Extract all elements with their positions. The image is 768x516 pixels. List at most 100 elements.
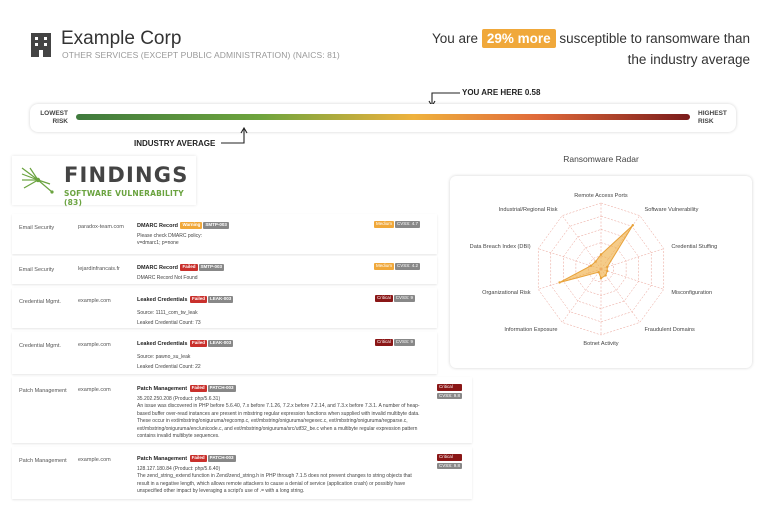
code-badge: PATCH-003 <box>207 385 236 392</box>
cvss-badge: CVSS: 4.7 <box>395 221 421 228</box>
finding-detail-line: Leaked Credential Count: 22 <box>137 364 201 370</box>
radar-title: Ransomware Radar <box>563 154 639 164</box>
finding-category: Credential Mgmt. <box>19 343 61 349</box>
headline-suffix: susceptible to ransomware than the indus… <box>559 31 750 67</box>
lowest-risk-label: LOWEST RISK <box>40 110 68 126</box>
finding-asset: example.com <box>78 457 111 463</box>
finding-asset: paradox-team.com <box>78 224 124 230</box>
cvss-badge: CVSS: 4.2 <box>395 263 421 270</box>
finding-row[interactable]: Email Security paradox-team.com DMARC Re… <box>12 214 437 254</box>
finding-row[interactable]: Patch Management example.com Patch Manag… <box>12 447 472 499</box>
finding-detail-line: DMARC Record Not Found <box>137 274 198 281</box>
finding-title: Leaked Credentials <box>137 341 188 347</box>
finding-category: Email Security <box>19 267 55 273</box>
finding-title: DMARC Record <box>137 265 178 271</box>
you-are-here-label: YOU ARE HERE 0.58 <box>462 88 541 97</box>
severity-badge: Critical <box>375 295 393 302</box>
lowest-label-line1: LOWEST <box>40 110 68 117</box>
finding-row[interactable]: Credential Mgmt. example.com Leaked Cred… <box>12 332 437 374</box>
finding-detail-line: Source: 1111_com_tw_leak <box>137 309 198 316</box>
code-badge: SMTP-003 <box>203 222 229 229</box>
radar-data-point[interactable] <box>597 271 600 274</box>
headline-prefix: You are <box>432 31 479 46</box>
up-arrow-icon <box>221 126 248 144</box>
code-badge: LEAK-003 <box>207 296 234 303</box>
radar-chart: Remote Access Ports Software Vulnerabilit… <box>470 193 718 347</box>
severity-badge: Medium <box>374 263 395 270</box>
network-vulnerability-icon <box>21 167 54 194</box>
radar-axis-label: Misconfiguration <box>671 290 712 296</box>
code-badge: PATCH-003 <box>207 455 236 462</box>
cvss-badge: CVSS: 9 <box>393 339 416 346</box>
radar-series-area <box>559 224 634 283</box>
cvss-badge: CVSS: 9 <box>393 295 416 302</box>
radar-data-point[interactable] <box>599 253 603 256</box>
finding-category: Patch Management <box>19 458 67 464</box>
susceptibility-headline: You are 29% more susceptible to ransomwa… <box>410 28 750 70</box>
radar-data-point[interactable] <box>606 269 609 273</box>
highest-label-line2: RISK <box>698 118 714 125</box>
finding-asset: lejardinfrancais.fr <box>78 266 120 272</box>
finding-detail-line: The zend_string_extend function in Zend/… <box>137 473 412 494</box>
finding-row[interactable]: Credential Mgmt. example.com Leaked Cred… <box>12 288 437 328</box>
status-badge: Failed <box>189 385 207 392</box>
finding-title: Leaked Credentials <box>137 297 188 303</box>
radar-axis-label: Remote Access Ports <box>574 193 628 199</box>
radar-axis-label: Software Vulnerability <box>644 207 698 213</box>
radar-data-point[interactable] <box>558 281 561 284</box>
industry-average-marker: INDUSTRY AVERAGE <box>134 126 274 148</box>
code-badge: SMTP-003 <box>198 264 225 271</box>
status-badge: Failed <box>180 264 198 271</box>
building-icon <box>31 33 51 57</box>
percent-badge: 29% more <box>481 29 556 48</box>
radar-data-point[interactable] <box>589 264 593 267</box>
radar-grid-ring <box>563 229 639 309</box>
severity-badge: Medium <box>374 221 395 228</box>
finding-asset: example.com <box>78 342 111 348</box>
severity-group: Critical CVSS: 9.8 <box>437 384 463 401</box>
status-badge: Failed <box>189 296 207 303</box>
finding-detail-line: 35.202.250.208 (Product: php/5.6.31) <box>137 395 221 402</box>
radar-axis-label: Credential Stuffing <box>671 244 717 250</box>
finding-detail: Leaked Credentials Failed LEAK-003 Source… <box>137 340 373 372</box>
findings-header: FINDINGS SOFTWARE VULNERABILITY (83) <box>12 156 196 207</box>
radar-spoke <box>562 268 602 323</box>
finding-category: Patch Management <box>19 388 67 394</box>
radar-data-point[interactable] <box>606 265 609 269</box>
radar-data-point[interactable] <box>599 277 603 280</box>
findings-title: FINDINGS <box>64 163 189 187</box>
severity-group: Critical CVSS: 9.8 <box>437 454 463 471</box>
severity-group: Medium CVSS: 4.7 <box>374 221 421 230</box>
radar-axis-label: Data Breach Index (DBI) <box>470 244 531 250</box>
highest-risk-label: HIGHEST RISK <box>698 110 728 126</box>
finding-row[interactable]: Patch Management example.com Patch Manag… <box>12 377 472 443</box>
risk-scale: LOWEST RISK HIGHEST RISK <box>30 104 736 132</box>
radar-grid-ring <box>537 202 665 336</box>
status-badge: Failed <box>189 455 207 462</box>
finding-row[interactable]: Email Security lejardinfrancais.fr DMARC… <box>12 256 437 284</box>
radar-data-point[interactable] <box>594 260 597 263</box>
finding-detail-line: Source: pawno_su_leak <box>137 353 191 360</box>
radar-data-point[interactable] <box>631 224 635 227</box>
severity-group: Medium CVSS: 4.2 <box>374 263 421 272</box>
company-header: Example Corp OTHER SERVICES (EXCEPT PUBL… <box>30 28 750 68</box>
radar-grid-ring <box>550 215 652 323</box>
finding-title: DMARC Record <box>137 223 178 229</box>
severity-badge: Critical <box>437 384 463 391</box>
finding-detail: Patch Management Failed PATCH-003 128.127… <box>137 455 425 496</box>
finding-detail: DMARC Record Failed SMTP-003 DMARC Record… <box>137 264 373 282</box>
finding-detail-line: v=dmarc1; p=none <box>137 240 179 246</box>
radar-spoke <box>600 248 664 270</box>
finding-category: Email Security <box>19 225 55 231</box>
severity-group: Critical CVSS: 9 <box>375 339 416 348</box>
finding-detail-line: An issue was discovered in PHP before 5.… <box>137 403 420 439</box>
severity-group: Critical CVSS: 9 <box>375 295 416 304</box>
finding-asset: example.com <box>78 298 111 304</box>
finding-title: Patch Management <box>137 456 188 462</box>
status-badge: Warning <box>180 222 203 229</box>
radar-data-point[interactable] <box>604 274 607 277</box>
radar-axis-label: Information Exposure <box>504 327 557 333</box>
finding-detail: DMARC Record Warning SMTP-003 Please chec… <box>137 222 373 248</box>
radar-spoke <box>600 268 664 290</box>
finding-asset: example.com <box>78 387 111 393</box>
